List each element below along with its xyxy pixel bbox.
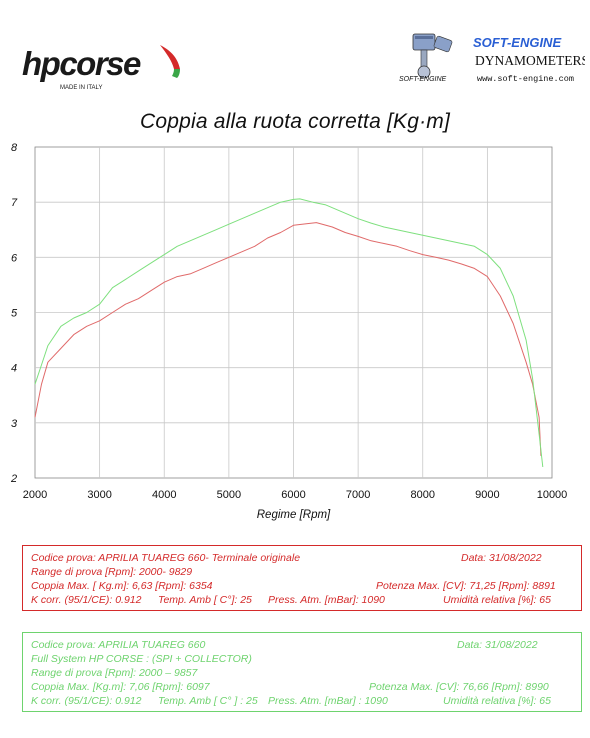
green-test-date: Data: 31/08/2022 [457, 639, 538, 651]
y-gridlines [35, 201, 552, 424]
y-tick-label: 5 [11, 308, 18, 320]
y-tick-label: 4 [11, 363, 17, 375]
green-pressure: Press. Atm. [mBar] : 1090 [268, 695, 388, 707]
x-tick-label: 6000 [281, 489, 305, 501]
y-tick-label: 8 [11, 142, 18, 154]
y-tick-labels: 2 3 4 5 6 7 8 [10, 142, 18, 485]
torque-chart: 2000 3000 4000 5000 6000 7000 8000 9000 10000 2 3… [10, 142, 568, 521]
green-max-torque: Coppia Max. [Kg.m]: 7,06 [Rpm]: 6097 [31, 681, 210, 693]
x-tick-label: 9000 [475, 489, 499, 501]
x-tick-label: 5000 [217, 489, 241, 501]
x-tick-label: 7000 [346, 489, 370, 501]
soft-engine-brand: SOFT-ENGINE [473, 35, 561, 50]
y-tick-label: 7 [11, 197, 18, 209]
green-torque-line [34, 198, 544, 468]
red-rpm-range: Range di prova [Rpm]: 2000- 9829 [31, 566, 193, 578]
x-axis-label: Regime [Rpm] [257, 509, 331, 521]
red-max-power: Potenza Max. [CV]: 71,25 [Rpm]: 8891 [376, 580, 556, 592]
x-tick-label: 2000 [23, 489, 47, 501]
hpcorse-green-swoosh [172, 69, 180, 78]
green-test-info-box: Codice prova: APRILIA TUAREG 660 Data: 3… [22, 632, 582, 712]
x-tick-label: 3000 [87, 489, 111, 501]
y-tick-label: 3 [11, 418, 18, 430]
red-max-torque: Coppia Max. [ Kg.m]: 6,63 [Rpm]: 6354 [31, 580, 213, 592]
hpcorse-red-swoosh [160, 45, 180, 69]
hpcorse-logo: hpcorse MADE IN ITALY [22, 45, 180, 91]
red-test-info-box: Codice prova: APRILIA TUAREG 660- Termin… [22, 545, 582, 611]
x-tick-label: 4000 [152, 489, 176, 501]
green-system: Full System HP CORSE : (SPI + COLLECTOR) [31, 653, 252, 665]
red-torque-line [34, 222, 542, 456]
green-humidity: Umidità relativa [%]: 65 [443, 695, 551, 707]
soft-engine-url: www.soft-engine.com [477, 74, 574, 84]
green-temp: Temp. Amb [ C° ] : 25 [158, 695, 258, 707]
green-rpm-range: Range di prova [Rpm]: 2000 – 9857 [31, 667, 198, 679]
x-tick-label: 10000 [537, 489, 568, 501]
hpcorse-wordmark: hpcorse [22, 45, 141, 82]
x-tick-labels: 2000 3000 4000 5000 6000 7000 8000 9000 10000 [23, 489, 568, 501]
green-test-code: Codice prova: APRILIA TUAREG 660 [31, 639, 206, 651]
red-temp: Temp. Amb [ C°]: 25 [158, 594, 252, 606]
hpcorse-tagline: MADE IN ITALY [60, 85, 102, 91]
red-humidity: Umidità relativa [%]: 65 [443, 594, 551, 606]
green-max-power: Potenza Max. [CV]: 76,66 [Rpm]: 8990 [369, 681, 549, 693]
y-tick-label: 6 [11, 252, 18, 264]
red-k-corr: K corr. (95/1/CE): 0.912 [31, 594, 142, 606]
red-test-date: Data: 31/08/2022 [461, 552, 542, 564]
green-k-corr: K corr. (95/1/CE): 0.912 [31, 695, 142, 707]
soft-engine-logo: SOFT-ENGINE DYNAMOMETERS SOFT-ENGINE www… [399, 33, 585, 84]
x-tick-label: 8000 [411, 489, 435, 501]
y-tick-label: 2 [10, 473, 17, 485]
chart-title: Coppia alla ruota corretta [Kg·m] [139, 110, 451, 133]
soft-engine-small-wordmark: SOFT-ENGINE [399, 76, 447, 83]
series-layer [34, 198, 544, 468]
soft-engine-subtitle: DYNAMOMETERS [475, 53, 585, 68]
piston-icon [412, 33, 453, 79]
red-test-code: Codice prova: APRILIA TUAREG 660- Termin… [31, 552, 301, 564]
red-pressure: Press. Atm. [mBar]: 1090 [268, 594, 385, 606]
